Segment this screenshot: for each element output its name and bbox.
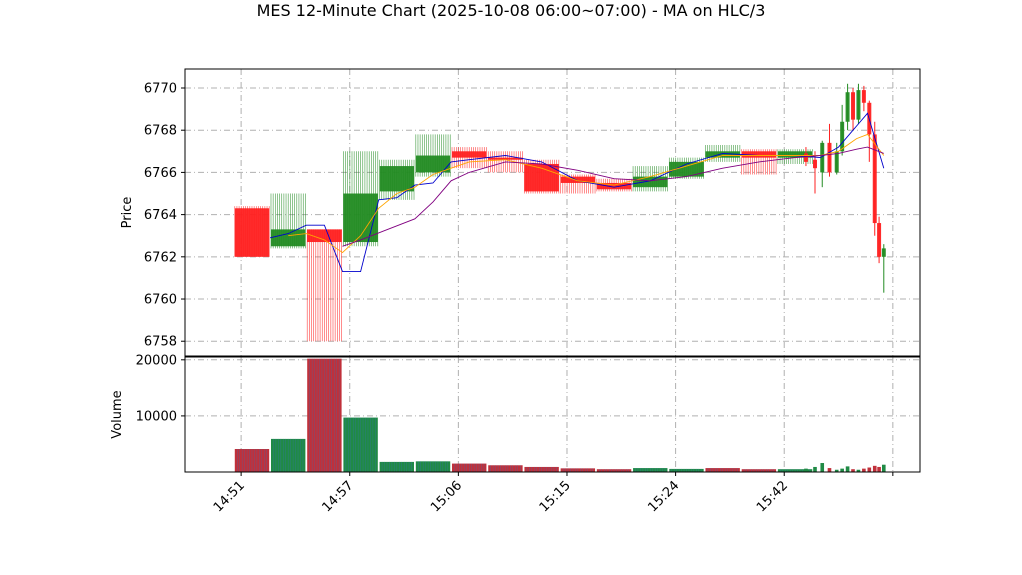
candle-body [820,142,825,173]
candle-body [452,151,487,158]
candle-body [851,92,856,120]
chart-title: MES 12-Minute Chart (2025-10-08 06:00~07… [256,1,766,20]
candle-body [845,92,850,122]
candle [741,149,777,175]
candle-body [856,90,861,120]
candle-body [872,134,877,224]
candle [867,100,872,162]
volume-bar [804,468,808,472]
volume-frame [184,356,921,473]
candle [560,174,596,194]
candle-body [270,229,306,247]
volume-bar [845,466,850,472]
candle [851,87,856,131]
volume-bar [851,469,855,472]
volume-bar [834,469,839,472]
x-tick-label: 15:06 [428,478,465,515]
candle [872,121,877,236]
x-tick-label: 15:42 [754,478,791,515]
candle-body [877,223,882,257]
volume-axis-label: Volume [110,390,125,438]
candle [827,123,832,177]
volume-bar [881,464,886,472]
price-ytick-label: 6762 [144,250,177,265]
price-frame [184,68,921,357]
price-panel: 6758 6760 6762 6764 6766 6768 6770 Price [120,68,921,357]
volume-bar [840,468,844,472]
price-ytick-label: 6764 [144,208,177,223]
candle [343,151,379,247]
candle-body [633,176,668,188]
volume-bar [820,463,825,472]
candle [306,229,342,342]
candle-body [669,161,704,177]
candle [415,134,451,177]
candle-body [234,208,270,257]
price-axis-label: Price [120,197,135,229]
candle-body [560,176,596,183]
candle [632,166,668,192]
candle-body [488,157,523,160]
candle [877,216,882,264]
ma-line-3 [342,146,884,247]
candle-body [741,151,777,158]
volume-bar [872,465,877,472]
volume-panel: 10000 20000 Volume [110,353,921,473]
candle [861,85,866,112]
candle [813,151,817,194]
volume-bar [877,466,881,472]
price-ytick-label: 6760 [144,293,177,308]
candle [270,193,306,249]
x-tick-label: 15:24 [645,478,682,515]
volume-bar [856,469,861,472]
volume-bar [813,466,817,472]
candle-body [840,121,845,152]
candle-body [803,153,808,162]
candle [840,104,845,156]
candle [820,140,825,188]
x-tick-label: 14:51 [211,478,248,515]
price-ytick-label: 6770 [144,81,177,96]
candle [845,83,850,131]
x-axis: 14:51 14:57 15:06 15:15 15:24 15:42 [211,472,894,515]
candle-body [827,142,832,173]
candle-body [415,155,451,173]
x-tick-label: 15:15 [537,478,574,515]
volume-ytick-label: 20000 [136,353,177,368]
price-ytick-label: 6766 [144,166,177,181]
candle-body [834,151,839,173]
candles [234,83,886,342]
candle [234,206,270,257]
candle [856,83,861,124]
candle-body [705,151,740,158]
volume-bar [867,467,872,472]
candle [487,151,523,173]
candle [524,159,560,194]
volume-ytick-label: 10000 [136,409,177,424]
candle-body [596,182,632,190]
ma-line-1 [269,112,885,273]
volume-bar [862,468,866,472]
candle [881,244,886,293]
candle-body [379,166,415,192]
price-ytick-label: 6758 [144,335,177,350]
candle [451,147,487,169]
x-tick-label: 14:57 [319,478,356,515]
price-ytick-label: 6768 [144,124,177,139]
candle-body [813,159,817,169]
candle-body [307,229,342,243]
candle-body [881,248,886,257]
candle-body [861,90,866,103]
candle-body [777,151,813,158]
volume-bar [827,468,832,472]
